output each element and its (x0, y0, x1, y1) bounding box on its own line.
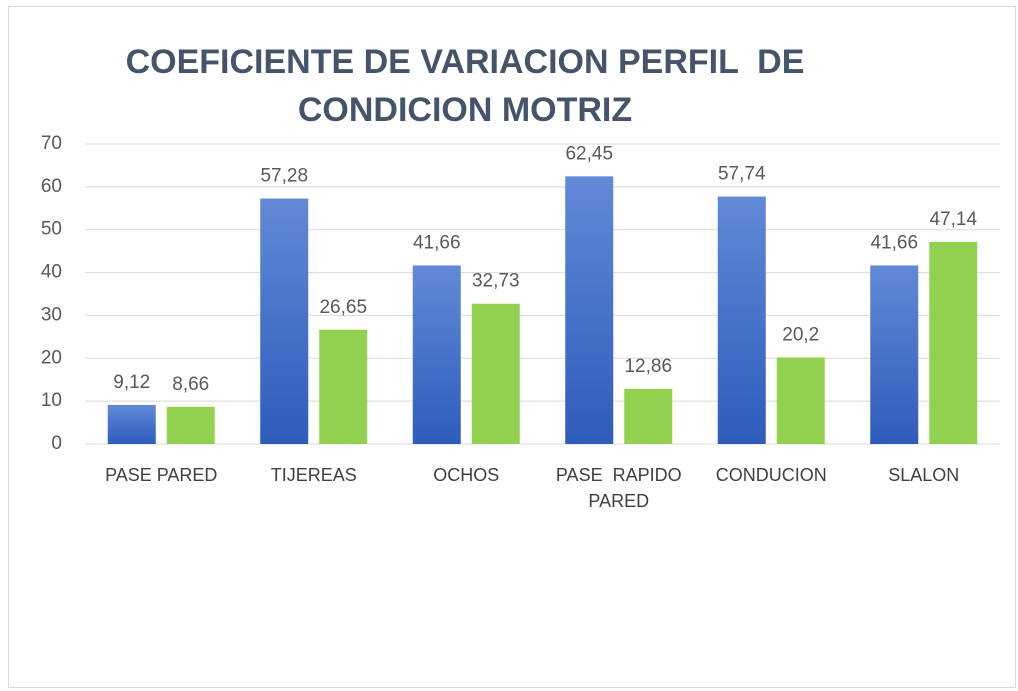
bar (929, 241, 978, 444)
data-label: 12,86 (624, 356, 672, 377)
data-label: 57,74 (718, 164, 766, 185)
y-tick-label: 20 (41, 347, 62, 368)
bar (319, 329, 368, 444)
bar (776, 357, 825, 444)
data-label: 26,65 (319, 297, 367, 318)
data-label: 62,45 (565, 143, 613, 164)
data-label: 41,66 (870, 232, 918, 253)
bar (107, 404, 156, 444)
x-tick-label: OCHOS (433, 465, 500, 485)
data-label: 32,73 (472, 271, 520, 292)
data-label: 41,66 (413, 232, 461, 253)
x-tick-label: PASE RAPIDO PARED (555, 465, 687, 511)
x-tick-label: CONDUCION (715, 465, 827, 485)
y-tick-label: 10 (41, 390, 62, 411)
bar (471, 303, 520, 444)
bar (565, 176, 614, 444)
data-label: 47,14 (929, 209, 977, 230)
bar (166, 406, 215, 444)
chart-title: COEFICIENTE DE VARIACION PERFIL DE CONDI… (125, 43, 814, 129)
y-tick-label: 70 (41, 133, 62, 154)
y-tick-label: 50 (41, 219, 62, 240)
y-tick-label: 30 (41, 304, 62, 325)
bar (260, 198, 309, 444)
data-label: 8,66 (172, 374, 209, 395)
y-tick-label: 40 (41, 262, 62, 283)
x-tick-label: SLALON (888, 465, 960, 485)
bar (412, 265, 461, 444)
bar (624, 388, 673, 444)
data-label: 9,12 (113, 372, 150, 393)
x-tick-label: TIJEREAS (270, 465, 357, 485)
data-label: 20,2 (782, 324, 819, 345)
bar (870, 265, 919, 444)
bar (717, 196, 766, 444)
chart-border (8, 6, 1016, 688)
data-label: 57,28 (260, 166, 308, 187)
x-tick-label: PASE PARED (105, 465, 218, 485)
y-tick-label: 0 (51, 433, 62, 454)
y-tick-label: 60 (41, 176, 62, 197)
